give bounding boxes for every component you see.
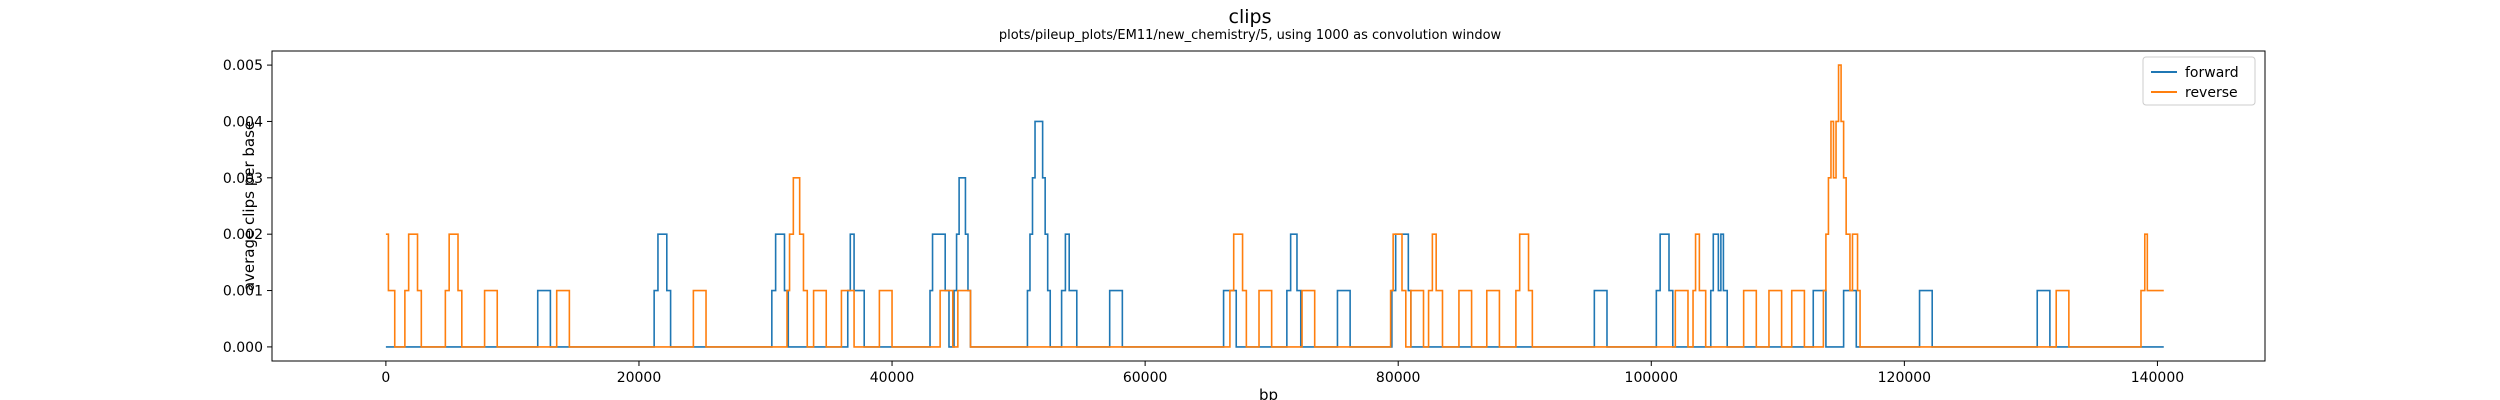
x-axis-ticks: 0 20000 40000 60000 80000 100000 120000 140000 (381, 361, 2184, 386)
legend: forward reverse (2142, 56, 2256, 106)
y-tick-label: 0.004 (223, 114, 263, 130)
chart-subtitle: plots/pileup_plots/EM11/new_chemistry/5,… (999, 28, 1502, 43)
x-tick-label: 0 (381, 370, 390, 386)
y-axis-label: average clips per base (240, 121, 258, 291)
legend-label-forward: forward (2185, 65, 2239, 81)
series-layer (385, 64, 2164, 348)
x-tick-label: 140000 (2131, 370, 2184, 386)
x-tick-label: 80000 (1376, 370, 1421, 386)
x-axis-label: bp (1259, 386, 1278, 400)
y-axis-ticks: 0.000 0.001 0.002 0.003 0.004 0.005 (223, 58, 272, 356)
y-tick-label: 0.002 (223, 227, 263, 243)
series-line-reverse (385, 64, 2164, 348)
series-line-forward (385, 120, 2164, 348)
y-tick-label: 0.005 (223, 58, 263, 74)
chart-title: clips (1229, 6, 1272, 28)
plot-frame (271, 50, 2266, 362)
plot-area (271, 50, 2266, 362)
x-tick-label: 120000 (1878, 370, 1931, 386)
x-tick-label: 20000 (617, 370, 662, 386)
y-tick-label: 0.000 (223, 340, 263, 356)
legend-label-reverse: reverse (2185, 85, 2238, 101)
x-tick-label: 60000 (1123, 370, 1168, 386)
x-tick-label: 40000 (870, 370, 915, 386)
x-tick-label: 100000 (1625, 370, 1678, 386)
y-tick-label: 0.001 (223, 284, 263, 300)
y-tick-label: 0.003 (223, 171, 263, 187)
